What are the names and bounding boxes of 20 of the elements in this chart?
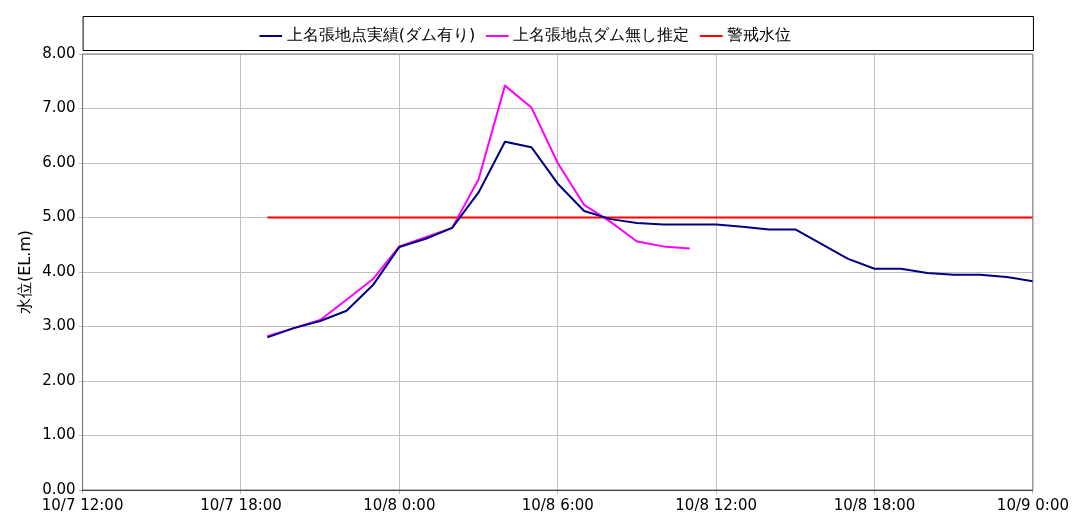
x-tick-label: 10/8 0:00: [363, 495, 436, 514]
x-tick-label: 10/9 0:00: [996, 495, 1069, 514]
x-tick-label: 10/8 6:00: [521, 495, 594, 514]
y-tick-label: 5.00: [42, 207, 76, 226]
y-tick-label: 7.00: [42, 98, 76, 117]
x-tick-label: 10/8 18:00: [833, 495, 916, 514]
y-tick-label: 1.00: [42, 425, 76, 444]
y-axis-title: 水位(EL.m): [14, 229, 34, 315]
y-tick-label: 0.00: [42, 479, 76, 498]
legend-label: 警戒水位: [727, 25, 792, 45]
x-tick-label: 10/7 18:00: [200, 495, 282, 514]
y-tick-label: 3.00: [42, 316, 76, 335]
legend-label: 上名張地点ダム無し推定: [513, 25, 690, 45]
y-tick-label: 6.00: [42, 152, 76, 171]
y-tick-label: 2.00: [42, 370, 76, 389]
y-tick-label: 4.00: [42, 261, 76, 280]
y-tick-label: 8.00: [42, 43, 76, 62]
x-tick-label: 10/7 12:00: [41, 495, 124, 514]
x-tick-label: 10/8 12:00: [675, 495, 757, 514]
legend-label: 上名張地点実績(ダム有り): [286, 25, 476, 45]
